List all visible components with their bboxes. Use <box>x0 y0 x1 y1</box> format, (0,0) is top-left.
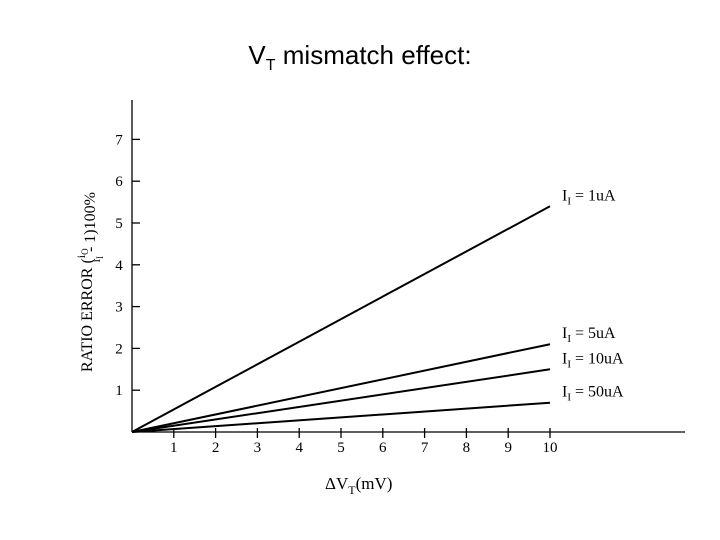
series-line <box>131 343 551 433</box>
x-tick-label: 10 <box>543 440 558 456</box>
series-line <box>131 401 551 433</box>
y-tick-label: 7 <box>115 132 123 148</box>
y-axis-label: RATIO ERROR (iOiI- 1)100% <box>74 192 105 372</box>
series-labels: II = 1uA II = 5uA II = 10uA II = 50uA <box>562 187 624 403</box>
series-line <box>131 368 551 433</box>
title-main: V <box>248 40 266 70</box>
x-tick-label: 5 <box>337 440 345 456</box>
title-subscript: T <box>265 57 276 74</box>
slide-title: VT mismatch effect: <box>0 40 720 75</box>
series-label: II = 50uA <box>562 384 624 404</box>
x-tick-label: 1 <box>170 440 178 456</box>
y-tick-label: 3 <box>115 300 123 316</box>
x-tick-label: 9 <box>504 440 512 456</box>
series-line <box>131 205 551 433</box>
x-tick-label: 8 <box>463 440 471 456</box>
x-tick-label: 7 <box>421 440 429 456</box>
y-tick-label: 5 <box>115 216 123 232</box>
y-tick-label: 1 <box>115 383 123 399</box>
title-rest: mismatch effect: <box>275 40 472 70</box>
series-lines <box>131 205 551 433</box>
x-tick-label: 6 <box>379 440 387 456</box>
series-label: II = 5uA <box>562 325 616 345</box>
x-axis-label: ΔVT(mV) <box>325 474 392 497</box>
y-tick-label: 4 <box>115 258 123 274</box>
x-tick-label: 3 <box>254 440 262 456</box>
series-label: II = 1uA <box>562 187 616 207</box>
x-tick-label: 4 <box>295 440 303 456</box>
x-ticks: 1 2 3 4 5 6 7 8 9 10 <box>170 428 558 456</box>
series-label: II = 10uA <box>562 350 624 370</box>
y-tick-label: 6 <box>115 174 123 190</box>
x-tick-label: 2 <box>212 440 220 456</box>
y-tick-label: 2 <box>115 341 123 357</box>
y-ticks: 1 2 3 4 5 6 7 <box>115 132 140 399</box>
